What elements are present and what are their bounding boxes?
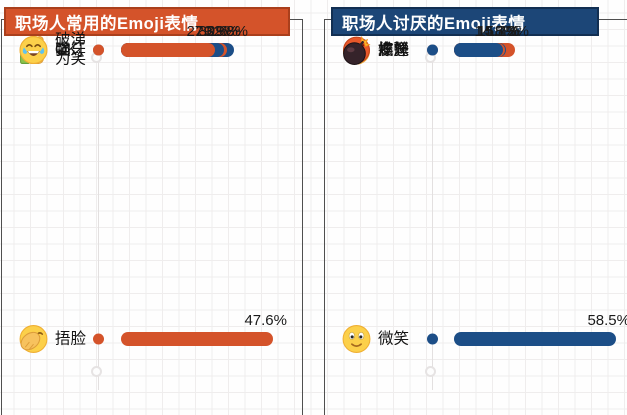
- chart-panel-disliked-emoji: 职场人讨厌的Emoji表情 微笑 58.5% 尴尬 18.3%: [324, 7, 627, 415]
- chart-panel-common-emoji: 职场人常用的Emoji表情 捂脸 47.6% OK 32.8%: [1, 7, 303, 415]
- value-bar: [121, 332, 273, 346]
- value-label: 15.4%: [477, 23, 520, 40]
- emoji-label: 尴尬: [378, 41, 410, 59]
- value-bar: [454, 43, 503, 57]
- axis-line: [97, 60, 99, 390]
- emoji-label: 破涕为笑: [55, 31, 87, 68]
- axis-dot: [92, 44, 104, 56]
- emoji-label: 炸弹: [378, 41, 410, 59]
- value-label: 15.2%: [476, 23, 519, 40]
- value-label: 18.3%: [486, 23, 529, 40]
- axis-endpoint-icon: [425, 366, 436, 377]
- axis-endpoint-icon: [91, 366, 102, 377]
- value-bar: [121, 43, 215, 57]
- emoji-label: 呲牙: [55, 41, 87, 59]
- axis-dot: [426, 333, 438, 345]
- smile-emoji: [341, 324, 372, 355]
- value-label: 14.5%: [474, 23, 517, 40]
- value-label: 30.6%: [198, 23, 241, 40]
- laugh-tears-emoji: [18, 35, 49, 66]
- value-label: 29.9%: [195, 23, 238, 40]
- emoji-label: OK: [55, 41, 78, 59]
- value-label: 27.2%: [186, 23, 229, 40]
- facepalm-emoji: [18, 324, 49, 355]
- chart-row: 破涕为笑 27.2%: [2, 20, 302, 80]
- panel-title: 职场人讨厌的Emoji表情: [331, 7, 599, 36]
- emoji-label: 微笑: [378, 330, 410, 348]
- bomb-emoji: [341, 35, 372, 66]
- axis-dot: [426, 44, 438, 56]
- chart-row: 微笑 58.5%: [325, 309, 627, 369]
- emoji-label: 擦汗: [378, 41, 410, 59]
- axis-dot: [92, 333, 104, 345]
- axis-line: [431, 60, 433, 390]
- emoji-label: 发怒: [378, 41, 410, 59]
- chart-row: 捂脸 47.6%: [2, 309, 302, 369]
- emoji-label: 强: [55, 41, 71, 59]
- value-label: 47.6%: [244, 312, 287, 329]
- panel-title: 职场人常用的Emoji表情: [4, 7, 290, 36]
- value-label: 32.8%: [205, 23, 248, 40]
- value-bar: [454, 332, 616, 346]
- value-label: 58.5%: [587, 312, 627, 329]
- emoji-label: 捂脸: [55, 330, 87, 348]
- chart-row: 炸弹 14.5%: [325, 20, 627, 80]
